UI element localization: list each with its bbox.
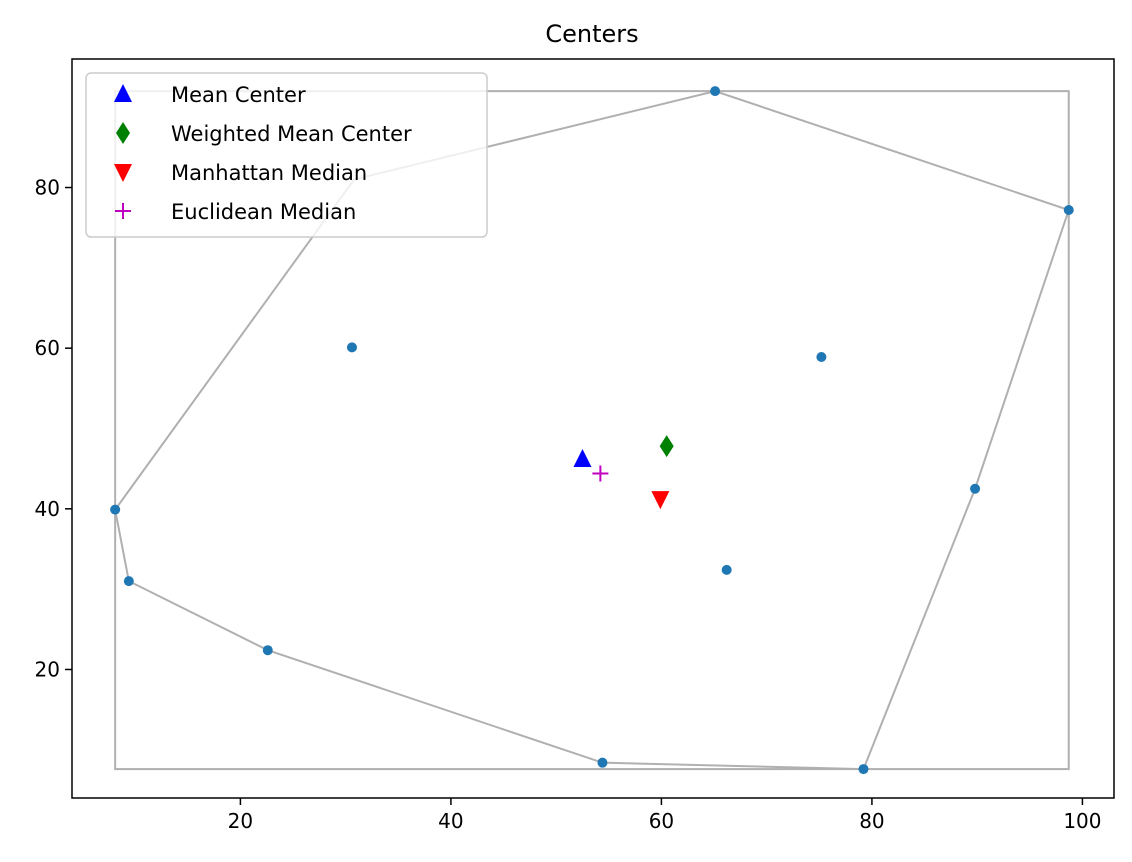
axes-frame (71, 58, 1115, 799)
data-point-2 (123, 576, 134, 587)
x-tick-label-80: 80 (859, 809, 884, 833)
y-tick-label-60: 60 (35, 336, 60, 360)
axes: 20 40 60 80 100 20 40 60 80 (35, 58, 1115, 833)
legend-euclidean-median-label: Euclidean Median (171, 200, 356, 224)
legend-box (85, 72, 488, 238)
data-point-5 (597, 757, 608, 768)
mean-center-marker (573, 449, 592, 468)
legend-manhattan-median-marker (114, 164, 132, 182)
legend-mean-center-marker (114, 84, 132, 102)
manhattan-median-marker (651, 491, 670, 510)
x-tick-label-60: 60 (649, 809, 674, 833)
bounding-box (114, 90, 1070, 771)
chart-title: Centers (545, 20, 638, 48)
legend-weighted-mean-center-marker (116, 122, 130, 144)
x-tick-label-40: 40 (438, 809, 463, 833)
legend: Mean Center Weighted Mean Center Manhattan… (85, 72, 488, 238)
legend-manhattan-median-label: Manhattan Median (171, 161, 367, 185)
y-tick-label-40: 40 (35, 497, 60, 521)
legend-weighted-mean-center-label: Weighted Mean Center (171, 122, 412, 146)
euclidean-median-marker (592, 465, 609, 482)
data-point-4 (346, 342, 357, 353)
data-point-1 (110, 504, 121, 515)
data-point-7 (721, 564, 732, 575)
data-point-3 (262, 645, 273, 656)
data-point-9 (858, 764, 869, 775)
x-tick-label-20: 20 (228, 809, 253, 833)
data-point-6 (710, 86, 721, 97)
weighted-mean-center-marker (659, 435, 674, 458)
legend-mean-center-label: Mean Center (171, 83, 306, 107)
y-tick-label-20: 20 (35, 657, 60, 681)
plot-area (110, 86, 1074, 775)
x-tick-label-100: 100 (1063, 809, 1101, 833)
data-point-11 (1063, 205, 1074, 216)
legend-euclidean-median-marker (115, 203, 131, 219)
convex-hull (114, 90, 1071, 771)
y-tick-label-80: 80 (35, 176, 60, 200)
data-point-8 (816, 352, 827, 363)
data-point-10 (970, 483, 981, 494)
